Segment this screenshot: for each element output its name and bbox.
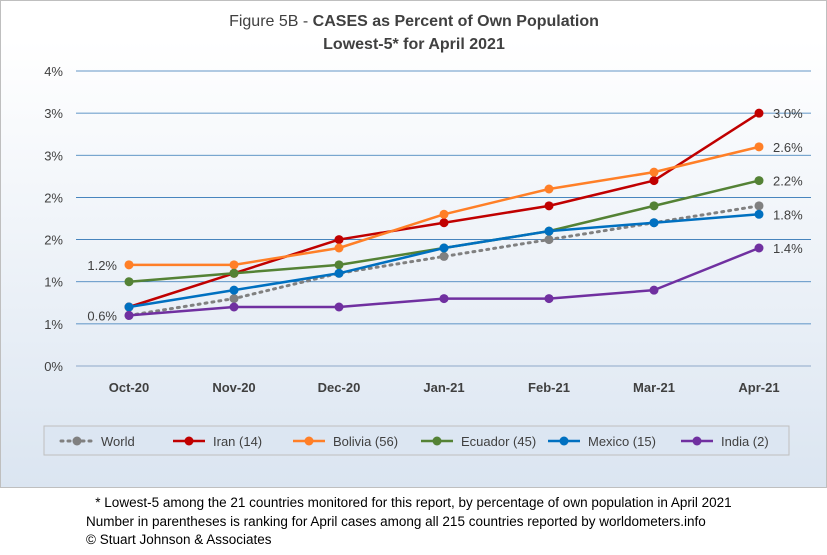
legend-marker: [184, 436, 194, 446]
x-tick-label: Apr-21: [738, 380, 779, 395]
x-axis: Oct-20 Nov-20 Dec-20 Jan-21 Feb-21 Mar-21 Apr-…: [109, 380, 780, 395]
data-point: [124, 310, 134, 320]
y-tick-label: 1%: [44, 317, 63, 332]
end-value-label: 3.0%: [773, 106, 803, 121]
y-tick-label: 4%: [44, 64, 63, 79]
chart-title-main: CASES as Percent of Own Population: [313, 13, 599, 30]
x-tick-label: Feb-21: [528, 380, 570, 395]
legend-marker: [432, 436, 442, 446]
chart-panel: Figure 5B - CASES as Percent of Own Popu…: [0, 0, 827, 488]
data-point: [544, 294, 554, 304]
series-bolivia: [124, 142, 764, 270]
data-point: [439, 209, 449, 219]
chart-subtitle: Lowest-5* for April 2021: [323, 36, 505, 53]
x-tick-label: Nov-20: [212, 380, 255, 395]
data-point: [334, 302, 344, 312]
legend-marker: [72, 436, 82, 446]
data-point: [754, 243, 764, 253]
x-tick-label: Oct-20: [109, 380, 149, 395]
data-point: [649, 176, 659, 186]
data-point: [439, 251, 449, 261]
y-tick-label: 2%: [44, 233, 63, 248]
end-value-label: 2.6%: [773, 140, 803, 155]
legend-marker: [559, 436, 569, 446]
x-tick-label: Jan-21: [423, 380, 464, 395]
legend-label: Ecuador (45): [461, 434, 536, 449]
start-value-label: 0.6%: [87, 308, 117, 323]
data-point: [544, 201, 554, 211]
line-chart: Figure 5B - CASES as Percent of Own Popu…: [43, 13, 811, 456]
data-point: [229, 294, 239, 304]
data-point: [334, 243, 344, 253]
annotations: 1.2% 0.6% 3.0% 2.6% 2.2% 1.8% 1.4%: [87, 106, 803, 323]
data-point: [754, 209, 764, 219]
legend-item: India (2): [681, 434, 769, 449]
data-point: [229, 285, 239, 295]
legend-marker: [304, 436, 314, 446]
y-tick-label: 0%: [44, 359, 63, 374]
x-tick-label: Mar-21: [633, 380, 675, 395]
legend-item: Ecuador (45): [421, 434, 536, 449]
y-tick-label: 1%: [44, 275, 63, 290]
data-point: [229, 260, 239, 270]
data-point: [754, 108, 764, 118]
y-tick-label: 2%: [44, 190, 63, 205]
legend: World Iran (14) Bolivia (56) Ecuador (45) Me…: [43, 425, 790, 456]
data-point: [229, 302, 239, 312]
data-point: [649, 218, 659, 228]
footnote: * Lowest-5 among the 21 countries monito…: [0, 490, 827, 555]
footnote-line-2: Number in parentheses is ranking for Apr…: [86, 514, 706, 529]
data-point: [124, 260, 134, 270]
legend-label: Bolivia (56): [333, 434, 398, 449]
data-point: [544, 235, 554, 245]
footnote-line-1: * Lowest-5 among the 21 countries monito…: [95, 495, 732, 510]
data-point: [649, 167, 659, 177]
y-tick-label: 3%: [44, 106, 63, 121]
legend-label: India (2): [721, 434, 769, 449]
footnote-line-3: © Stuart Johnson & Associates: [86, 532, 272, 547]
legend-item: Iran (14): [173, 434, 262, 449]
legend-item: World: [59, 434, 135, 449]
data-point: [754, 201, 764, 211]
start-value-label: 1.2%: [87, 258, 117, 273]
chart-title: Figure 5B - CASES as Percent of Own Popu…: [229, 13, 599, 30]
legend-label: Mexico (15): [588, 434, 656, 449]
data-point: [334, 260, 344, 270]
gridlines: [76, 70, 811, 367]
series-mexico: [124, 209, 764, 312]
data-point: [544, 184, 554, 194]
data-point: [649, 201, 659, 211]
legend-label: Iran (14): [213, 434, 262, 449]
legend-label: World: [101, 434, 135, 449]
data-point: [439, 294, 449, 304]
legend-item: Mexico (15): [548, 434, 656, 449]
data-point: [439, 218, 449, 228]
data-point: [649, 285, 659, 295]
end-value-label: 1.8%: [773, 207, 803, 222]
y-tick-label: 3%: [44, 148, 63, 163]
series-line: [128, 179, 760, 283]
legend-marker: [692, 436, 702, 446]
data-point: [124, 277, 134, 287]
data-point: [544, 226, 554, 236]
data-point: [754, 142, 764, 152]
data-point: [334, 235, 344, 245]
data-point: [229, 268, 239, 278]
series-india: [124, 243, 764, 320]
legend-item: Bolivia (56): [293, 434, 398, 449]
legend-box: [43, 425, 790, 456]
chart-title-prefix: Figure 5B -: [229, 13, 313, 30]
series-ecuador: [124, 176, 764, 287]
end-value-label: 1.4%: [773, 241, 803, 256]
data-point: [124, 302, 134, 312]
series-group: [124, 108, 764, 320]
data-point: [754, 176, 764, 186]
x-tick-label: Dec-20: [318, 380, 361, 395]
data-point: [439, 243, 449, 253]
data-point: [334, 268, 344, 278]
y-axis: 0% 1% 1% 2% 2% 3% 3% 4%: [44, 64, 63, 374]
end-value-label: 2.2%: [773, 174, 803, 189]
